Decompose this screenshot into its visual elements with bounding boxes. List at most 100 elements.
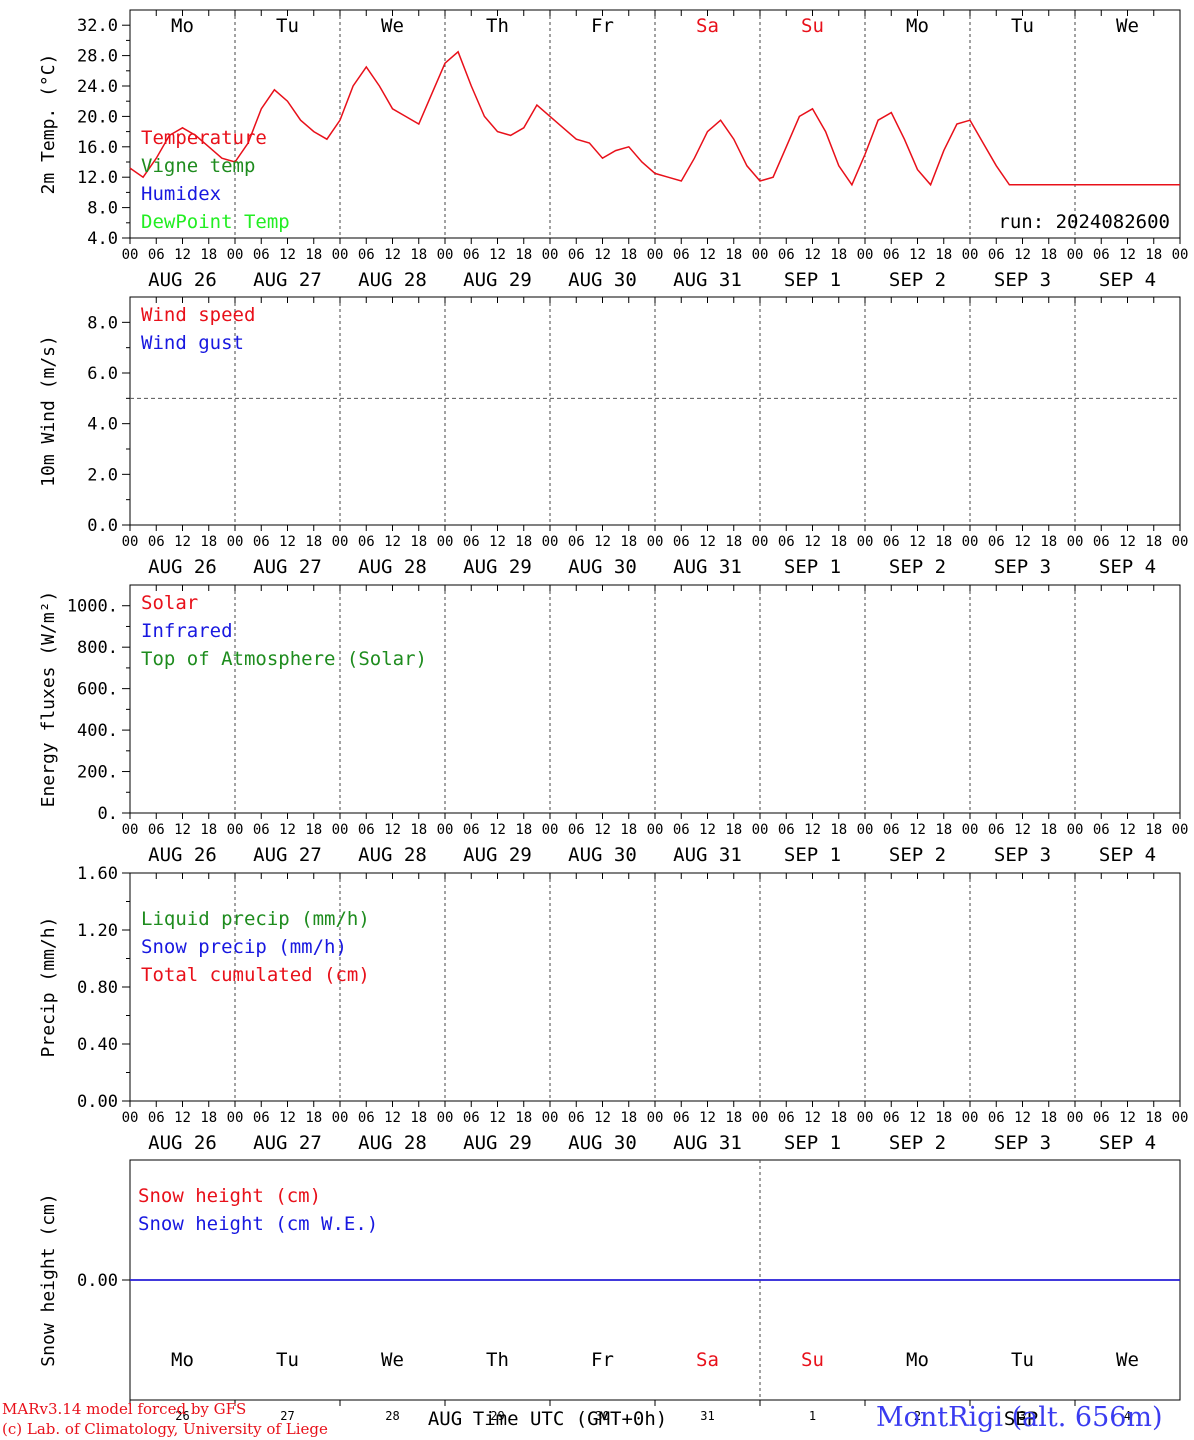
hour-tick-label: 06 <box>1093 247 1110 263</box>
hour-tick-label: 06 <box>568 247 585 263</box>
y-tick-label: 1.60 <box>77 864 118 884</box>
date-label: AUG 31 <box>673 269 742 291</box>
y-tick-label: 600. <box>77 680 118 700</box>
hour-tick-label: 18 <box>1040 822 1057 838</box>
hour-tick-label: 00 <box>647 247 664 263</box>
date-label: SEP 2 <box>889 844 946 866</box>
hour-tick-label: 00 <box>647 1110 664 1126</box>
day-name: Sa <box>696 15 719 37</box>
date-label: AUG 30 <box>568 1132 637 1154</box>
date-label: AUG 30 <box>568 844 637 866</box>
date-label: AUG 26 <box>148 844 217 866</box>
y-tick-label: 0.40 <box>77 1035 118 1055</box>
hour-tick-label: 06 <box>358 822 375 838</box>
y-tick-label: 20.0 <box>77 107 118 127</box>
hour-tick-label: 18 <box>305 534 322 550</box>
hour-tick-label: 12 <box>1119 1110 1136 1126</box>
hour-tick-label: 18 <box>725 534 742 550</box>
hour-tick-label: 18 <box>1040 1110 1057 1126</box>
date-label: AUG 29 <box>463 844 532 866</box>
date-label: SEP 3 <box>994 844 1051 866</box>
day-number: 4 <box>1124 1409 1131 1423</box>
hour-tick-label: 18 <box>830 1110 847 1126</box>
y-tick-label: 16.0 <box>77 138 118 158</box>
hour-tick-label: 06 <box>568 1110 585 1126</box>
date-label: AUG 29 <box>463 556 532 578</box>
hour-tick-label: 12 <box>489 247 506 263</box>
hour-tick-label: 06 <box>148 247 165 263</box>
hour-tick-label: 18 <box>935 822 952 838</box>
hour-tick-label: 06 <box>883 247 900 263</box>
hour-tick-label: 12 <box>1119 247 1136 263</box>
hour-tick-label: 06 <box>988 822 1005 838</box>
hour-tick-label: 00 <box>542 822 559 838</box>
hour-tick-label: 06 <box>253 534 270 550</box>
day-number: 29 <box>490 1409 504 1423</box>
hour-tick-label: 00 <box>122 822 139 838</box>
hour-tick-label: 06 <box>568 822 585 838</box>
day-number: 31 <box>700 1409 714 1423</box>
legend-entry: Snow precip (mm/h) <box>141 936 347 958</box>
day-number: 27 <box>280 1409 294 1423</box>
date-label: AUG 30 <box>568 556 637 578</box>
hour-tick-label: 18 <box>830 534 847 550</box>
hour-tick-label: 12 <box>909 1110 926 1126</box>
date-label: SEP 3 <box>994 269 1051 291</box>
day-name: We <box>381 1349 404 1371</box>
hour-tick-label: 12 <box>594 534 611 550</box>
hour-tick-label: 00 <box>1172 1110 1189 1126</box>
hour-tick-label: 12 <box>384 534 401 550</box>
y-tick-label: 200. <box>77 763 118 783</box>
legend-entry: Liquid precip (mm/h) <box>141 908 370 930</box>
hour-tick-label: 00 <box>647 822 664 838</box>
hour-tick-label: 00 <box>752 247 769 263</box>
hour-tick-label: 18 <box>515 534 532 550</box>
x-axis-label: Time UTC (GMT+0h) <box>473 1408 667 1430</box>
hour-tick-label: 12 <box>909 247 926 263</box>
hour-tick-label: 00 <box>962 1110 979 1126</box>
legend-entry: Humidex <box>141 183 221 205</box>
date-label: AUG 28 <box>358 556 427 578</box>
y-tick-label: 0. <box>98 804 118 824</box>
legend-entry: Vigne temp <box>141 155 255 177</box>
hour-tick-label: 12 <box>384 822 401 838</box>
hour-tick-label: 06 <box>883 822 900 838</box>
hour-tick-label: 00 <box>857 822 874 838</box>
hour-tick-label: 18 <box>410 822 427 838</box>
date-label: SEP 3 <box>994 1132 1051 1154</box>
hour-tick-label: 18 <box>620 247 637 263</box>
day-name: Sa <box>696 1349 719 1371</box>
hour-tick-label: 06 <box>883 534 900 550</box>
hour-tick-label: 00 <box>437 247 454 263</box>
hour-tick-label: 00 <box>227 534 244 550</box>
hour-tick-label: 06 <box>148 534 165 550</box>
y-tick-label: 800. <box>77 638 118 658</box>
hour-tick-label: 12 <box>279 1110 296 1126</box>
hour-tick-label: 18 <box>725 822 742 838</box>
hour-tick-label: 12 <box>699 534 716 550</box>
hour-tick-label: 18 <box>1145 822 1162 838</box>
hour-tick-label: 00 <box>1172 534 1189 550</box>
legend-entry: Wind gust <box>141 332 244 354</box>
legend-entry: Infrared <box>141 620 233 642</box>
hour-tick-label: 12 <box>174 1110 191 1126</box>
hour-tick-label: 00 <box>437 534 454 550</box>
day-name: Su <box>801 1349 824 1371</box>
date-label: SEP 2 <box>889 556 946 578</box>
hour-tick-label: 00 <box>332 1110 349 1126</box>
y-axis-label: Snow height (cm) <box>38 1193 59 1366</box>
hour-tick-label: 12 <box>699 247 716 263</box>
hour-tick-label: 12 <box>1014 247 1031 263</box>
y-tick-label: 32.0 <box>77 16 118 36</box>
hour-tick-label: 12 <box>279 534 296 550</box>
hour-tick-label: 18 <box>305 1110 322 1126</box>
date-label: AUG 26 <box>148 556 217 578</box>
date-label: AUG 31 <box>673 844 742 866</box>
day-name: Mo <box>171 1349 194 1371</box>
hour-tick-label: 12 <box>174 822 191 838</box>
legend-entry: Temperature <box>141 127 267 149</box>
hour-tick-label: 00 <box>542 1110 559 1126</box>
hour-tick-label: 18 <box>1040 247 1057 263</box>
hour-tick-label: 06 <box>673 534 690 550</box>
